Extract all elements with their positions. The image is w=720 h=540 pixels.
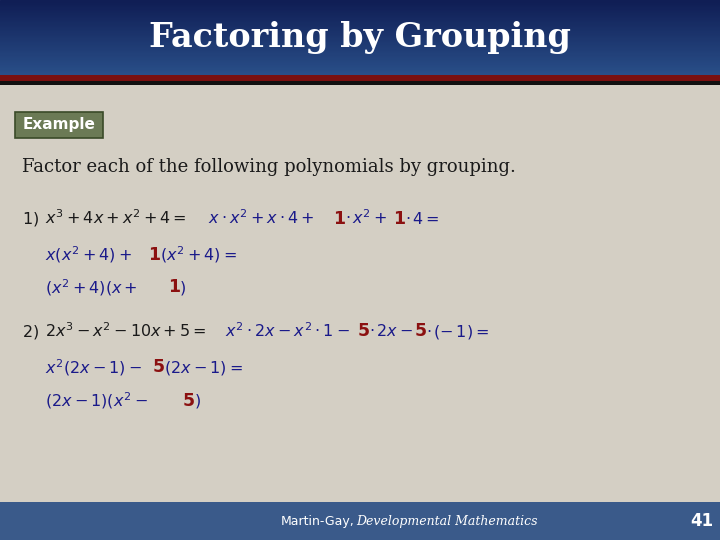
Bar — [0, 42, 720, 44]
Text: $\mathbf{1}$: $\mathbf{1}$ — [333, 211, 346, 227]
Text: $(2x - 1) =$: $(2x - 1) =$ — [164, 359, 243, 377]
Text: $\mathbf{1}$: $\mathbf{1}$ — [168, 280, 181, 296]
Text: $\mathbf{5}$: $\mathbf{5}$ — [414, 323, 427, 341]
Bar — [0, 10, 720, 11]
Bar — [0, 15, 720, 16]
Bar — [0, 32, 720, 33]
Bar — [0, 67, 720, 69]
Bar — [0, 40, 720, 43]
Bar — [15, 112, 103, 138]
Bar — [0, 68, 720, 70]
Bar — [0, 50, 720, 51]
Bar — [0, 56, 720, 57]
Bar — [0, 22, 720, 24]
Bar — [0, 58, 720, 60]
Text: $\cdot\, 4 =$: $\cdot\, 4 =$ — [405, 211, 440, 227]
Bar — [0, 81, 720, 85]
Bar — [0, 57, 720, 59]
Text: Developmental Mathematics: Developmental Mathematics — [356, 515, 538, 528]
Bar — [0, 36, 720, 37]
Bar — [0, 28, 720, 30]
Text: $x \cdot x^2 + x \cdot 4 +$: $x \cdot x^2 + x \cdot 4 +$ — [208, 210, 315, 228]
Bar — [0, 55, 720, 56]
Bar — [0, 30, 720, 31]
Bar — [0, 21, 720, 23]
Text: Factor each of the following polynomials by grouping.: Factor each of the following polynomials… — [22, 158, 516, 176]
Text: $x^2(2x - 1) -$: $x^2(2x - 1) -$ — [45, 357, 142, 379]
Bar — [0, 51, 720, 52]
Bar — [0, 70, 720, 71]
Text: $x^2 \cdot 2x - x^2 \cdot 1 -$: $x^2 \cdot 2x - x^2 \cdot 1 -$ — [225, 322, 350, 341]
Bar — [0, 85, 720, 502]
Bar — [0, 6, 720, 8]
Bar — [0, 17, 720, 19]
Text: $\cdot\, (-\,1) =$: $\cdot\, (-\,1) =$ — [426, 323, 489, 341]
Bar — [0, 4, 720, 6]
Text: $2x^3 - x^2 - 10x + 5 =$: $2x^3 - x^2 - 10x + 5 =$ — [45, 322, 207, 341]
Bar — [0, 24, 720, 26]
Bar — [0, 38, 720, 40]
Text: $(2x - 1)(x^2 -$: $(2x - 1)(x^2 -$ — [45, 390, 148, 411]
Bar — [0, 39, 720, 41]
Bar — [0, 2, 720, 4]
Bar — [0, 71, 720, 72]
Text: $x(x^2 + 4) +$: $x(x^2 + 4) +$ — [45, 245, 132, 265]
Bar — [0, 44, 720, 46]
Bar — [0, 27, 720, 29]
Bar — [0, 502, 720, 540]
Bar — [0, 66, 720, 68]
Bar — [0, 26, 720, 28]
Bar — [0, 52, 720, 54]
Bar — [0, 60, 720, 63]
Bar — [0, 12, 720, 14]
Bar — [0, 33, 720, 35]
Bar — [0, 31, 720, 32]
Text: $\mathbf{1}$: $\mathbf{1}$ — [148, 246, 161, 264]
Text: Example: Example — [22, 118, 96, 132]
Bar — [0, 47, 720, 49]
Bar — [0, 72, 720, 74]
Bar — [0, 73, 720, 75]
Bar — [0, 11, 720, 12]
Bar — [0, 43, 720, 45]
Bar — [0, 0, 720, 1]
Bar — [0, 16, 720, 17]
Bar — [0, 18, 720, 20]
Text: $\cdot\, x^2 +$: $\cdot\, x^2 +$ — [345, 210, 387, 228]
Text: Factoring by Grouping: Factoring by Grouping — [149, 21, 571, 54]
Bar — [0, 53, 720, 55]
Text: $)$: $)$ — [179, 279, 186, 297]
Bar — [0, 35, 720, 36]
Text: $\mathbf{5}$: $\mathbf{5}$ — [182, 393, 195, 409]
Bar — [0, 14, 720, 15]
Bar — [0, 7, 720, 9]
Text: Martin-Gay,: Martin-Gay, — [282, 515, 355, 528]
Bar — [0, 75, 720, 81]
Text: $2)$: $2)$ — [22, 323, 39, 341]
Text: $)$: $)$ — [194, 392, 201, 410]
Bar — [0, 19, 720, 21]
Text: $(x^2 + 4) =$: $(x^2 + 4) =$ — [160, 245, 237, 265]
Text: $(x^2 + 4)(x +$: $(x^2 + 4)(x +$ — [45, 278, 138, 298]
Text: $\mathbf{1}$: $\mathbf{1}$ — [393, 211, 406, 227]
Bar — [0, 59, 720, 61]
Text: $\mathbf{5}$: $\mathbf{5}$ — [357, 323, 370, 341]
Bar — [0, 63, 720, 65]
Bar — [0, 23, 720, 25]
Text: $x^3 + 4x + x^2 + 4 =$: $x^3 + 4x + x^2 + 4 =$ — [45, 210, 186, 228]
Bar — [0, 37, 720, 39]
Bar — [0, 62, 720, 64]
Bar — [0, 1, 720, 3]
Bar — [0, 3, 720, 5]
Text: $\mathbf{5}$: $\mathbf{5}$ — [152, 360, 165, 376]
Text: $1)$: $1)$ — [22, 210, 39, 228]
Bar — [0, 46, 720, 48]
Text: $\cdot\, 2x -$: $\cdot\, 2x -$ — [369, 323, 413, 341]
Bar — [0, 8, 720, 10]
Bar — [0, 48, 720, 50]
Text: 41: 41 — [690, 512, 714, 530]
Bar — [0, 64, 720, 66]
